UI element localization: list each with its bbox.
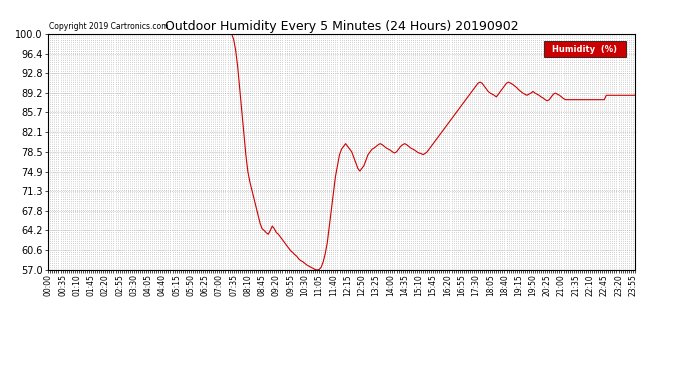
- FancyBboxPatch shape: [544, 41, 626, 57]
- Text: Humidity  (%): Humidity (%): [553, 45, 618, 54]
- Text: Copyright 2019 Cartronics.com: Copyright 2019 Cartronics.com: [49, 22, 168, 32]
- Title: Outdoor Humidity Every 5 Minutes (24 Hours) 20190902: Outdoor Humidity Every 5 Minutes (24 Hou…: [165, 20, 518, 33]
